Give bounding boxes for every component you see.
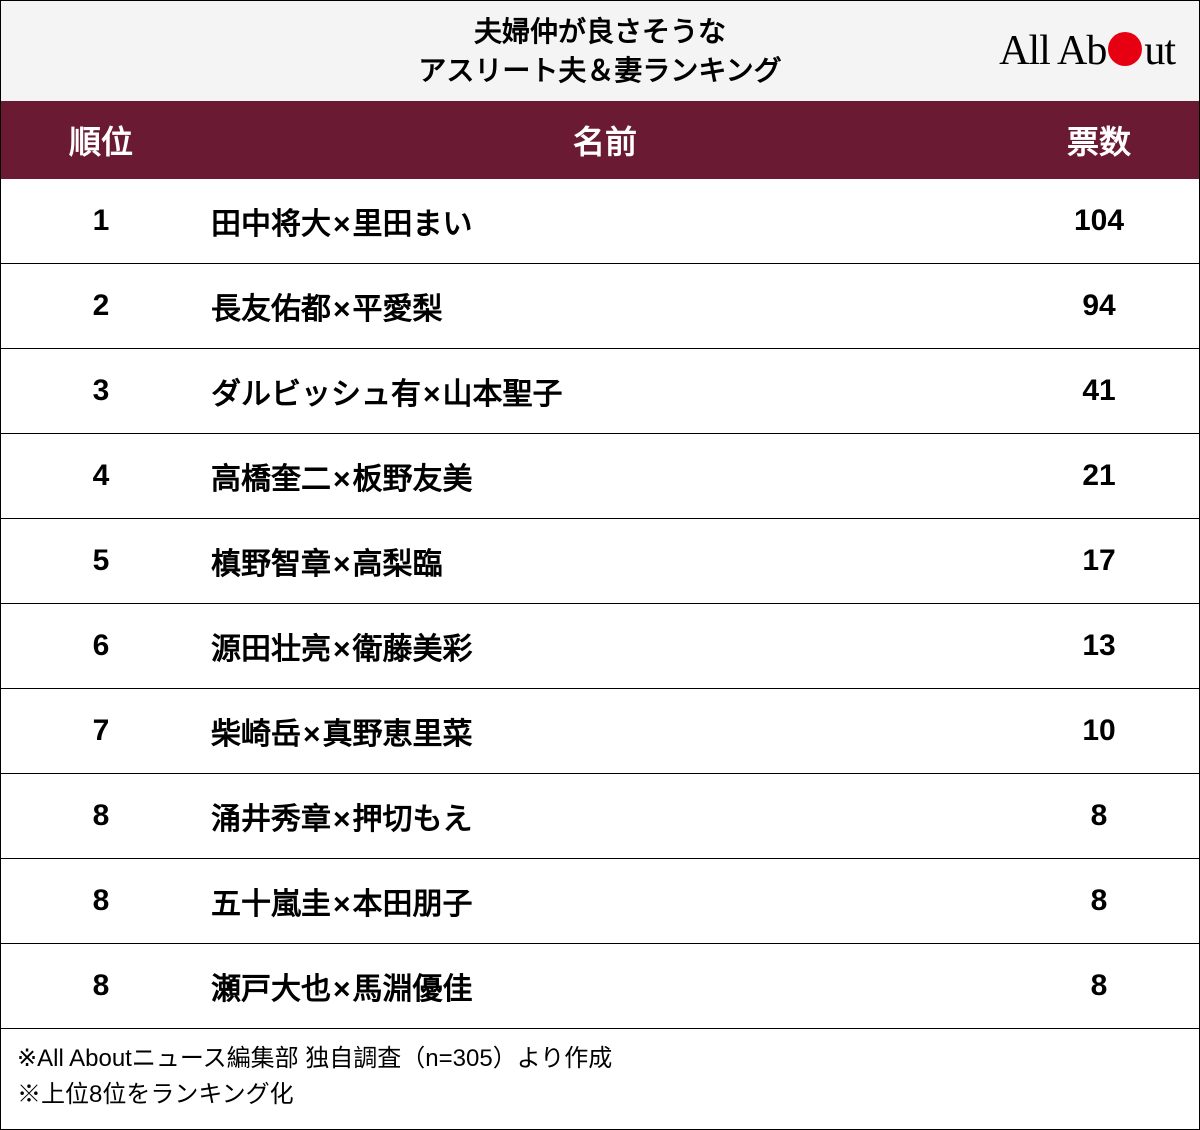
wife-name: 高梨臨 — [353, 548, 443, 581]
husband-name: 涌井秀章 — [211, 803, 331, 836]
cell-rank: 8 — [1, 944, 201, 1029]
title-line-1: 夫婦仲が良さそうな — [418, 12, 781, 51]
pair-separator: × — [333, 293, 351, 326]
pair-separator: × — [303, 718, 321, 751]
husband-name: 源田壮亮 — [211, 633, 331, 666]
cell-rank: 1 — [1, 179, 201, 264]
pair-separator: × — [333, 803, 351, 836]
cell-name: 瀬戸大也×馬淵優佳 — [201, 944, 999, 1029]
logo-text-before: All Ab — [999, 27, 1106, 75]
wife-name: 本田朋子 — [353, 888, 473, 921]
cell-votes: 94 — [999, 264, 1199, 349]
cell-name: 高橋奎二×板野友美 — [201, 434, 999, 519]
cell-name: 田中将大×里田まい — [201, 179, 999, 264]
cell-rank: 7 — [1, 689, 201, 774]
cell-rank: 3 — [1, 349, 201, 434]
cell-rank: 2 — [1, 264, 201, 349]
table-row: 8瀬戸大也×馬淵優佳8 — [1, 944, 1199, 1029]
cell-votes: 8 — [999, 944, 1199, 1029]
pair-separator: × — [423, 378, 441, 411]
cell-name: 五十嵐圭×本田朋子 — [201, 859, 999, 944]
wife-name: 押切もえ — [353, 803, 473, 836]
pair-separator: × — [333, 208, 351, 241]
table-row: 7柴崎岳×真野恵里菜10 — [1, 689, 1199, 774]
cell-votes: 104 — [999, 179, 1199, 264]
table-row: 3ダルビッシュ有×山本聖子41 — [1, 349, 1199, 434]
cell-votes: 17 — [999, 519, 1199, 604]
header-votes: 票数 — [999, 101, 1199, 179]
table-row: 4高橋奎二×板野友美21 — [1, 434, 1199, 519]
husband-name: 柴崎岳 — [211, 718, 301, 751]
title-line-2: アスリート夫＆妻ランキング — [418, 51, 781, 90]
table-body: 1田中将大×里田まい1042長友佑都×平愛梨943ダルビッシュ有×山本聖子414… — [1, 179, 1199, 1029]
table-row: 5槙野智章×高梨臨17 — [1, 519, 1199, 604]
husband-name: 田中将大 — [211, 208, 331, 241]
table-row: 8涌井秀章×押切もえ8 — [1, 774, 1199, 859]
husband-name: 高橋奎二 — [211, 463, 331, 496]
ranking-table: 順位 名前 票数 1田中将大×里田まい1042長友佑都×平愛梨943ダルビッシュ… — [1, 101, 1199, 1029]
footer-line-1: ※All Aboutニュース編集部 独自調査（n=305）より作成 — [17, 1041, 1183, 1077]
cell-votes: 41 — [999, 349, 1199, 434]
husband-name: ダルビッシュ有 — [211, 378, 421, 411]
cell-name: 源田壮亮×衛藤美彩 — [201, 604, 999, 689]
cell-name: 槙野智章×高梨臨 — [201, 519, 999, 604]
title-block: 夫婦仲が良さそうな アスリート夫＆妻ランキング — [418, 12, 781, 90]
husband-name: 長友佑都 — [211, 293, 331, 326]
wife-name: 板野友美 — [353, 463, 473, 496]
wife-name: 真野恵里菜 — [323, 718, 473, 751]
pair-separator: × — [333, 973, 351, 1006]
cell-name: ダルビッシュ有×山本聖子 — [201, 349, 999, 434]
pair-separator: × — [333, 633, 351, 666]
pair-separator: × — [333, 888, 351, 921]
wife-name: 山本聖子 — [443, 378, 563, 411]
header-rank: 順位 — [1, 101, 201, 179]
ranking-card: 夫婦仲が良さそうな アスリート夫＆妻ランキング All Ab ut 順位 名前 … — [0, 0, 1200, 1130]
cell-votes: 8 — [999, 859, 1199, 944]
cell-rank: 6 — [1, 604, 201, 689]
cell-votes: 10 — [999, 689, 1199, 774]
cell-name: 柴崎岳×真野恵里菜 — [201, 689, 999, 774]
footer-notes: ※All Aboutニュース編集部 独自調査（n=305）より作成 ※上位8位を… — [1, 1029, 1199, 1129]
cell-rank: 5 — [1, 519, 201, 604]
pair-separator: × — [333, 548, 351, 581]
cell-votes: 13 — [999, 604, 1199, 689]
table-row: 2長友佑都×平愛梨94 — [1, 264, 1199, 349]
husband-name: 瀬戸大也 — [211, 973, 331, 1006]
cell-votes: 21 — [999, 434, 1199, 519]
header: 夫婦仲が良さそうな アスリート夫＆妻ランキング All Ab ut — [1, 1, 1199, 101]
header-name: 名前 — [201, 101, 999, 179]
logo-dot-icon — [1108, 32, 1142, 66]
wife-name: 里田まい — [353, 208, 473, 241]
wife-name: 衛藤美彩 — [353, 633, 473, 666]
wife-name: 平愛梨 — [353, 293, 443, 326]
footer-line-2: ※上位8位をランキング化 — [17, 1077, 1183, 1113]
cell-rank: 8 — [1, 859, 201, 944]
husband-name: 槙野智章 — [211, 548, 331, 581]
wife-name: 馬淵優佳 — [353, 973, 473, 1006]
table-header: 順位 名前 票数 — [1, 101, 1199, 179]
table-row: 1田中将大×里田まい104 — [1, 179, 1199, 264]
cell-name: 長友佑都×平愛梨 — [201, 264, 999, 349]
pair-separator: × — [333, 463, 351, 496]
cell-votes: 8 — [999, 774, 1199, 859]
husband-name: 五十嵐圭 — [211, 888, 331, 921]
table-row: 6源田壮亮×衛藤美彩13 — [1, 604, 1199, 689]
cell-name: 涌井秀章×押切もえ — [201, 774, 999, 859]
table-row: 8五十嵐圭×本田朋子8 — [1, 859, 1199, 944]
logo-text-after: ut — [1144, 27, 1175, 75]
allabout-logo: All Ab ut — [999, 27, 1175, 75]
cell-rank: 8 — [1, 774, 201, 859]
cell-rank: 4 — [1, 434, 201, 519]
